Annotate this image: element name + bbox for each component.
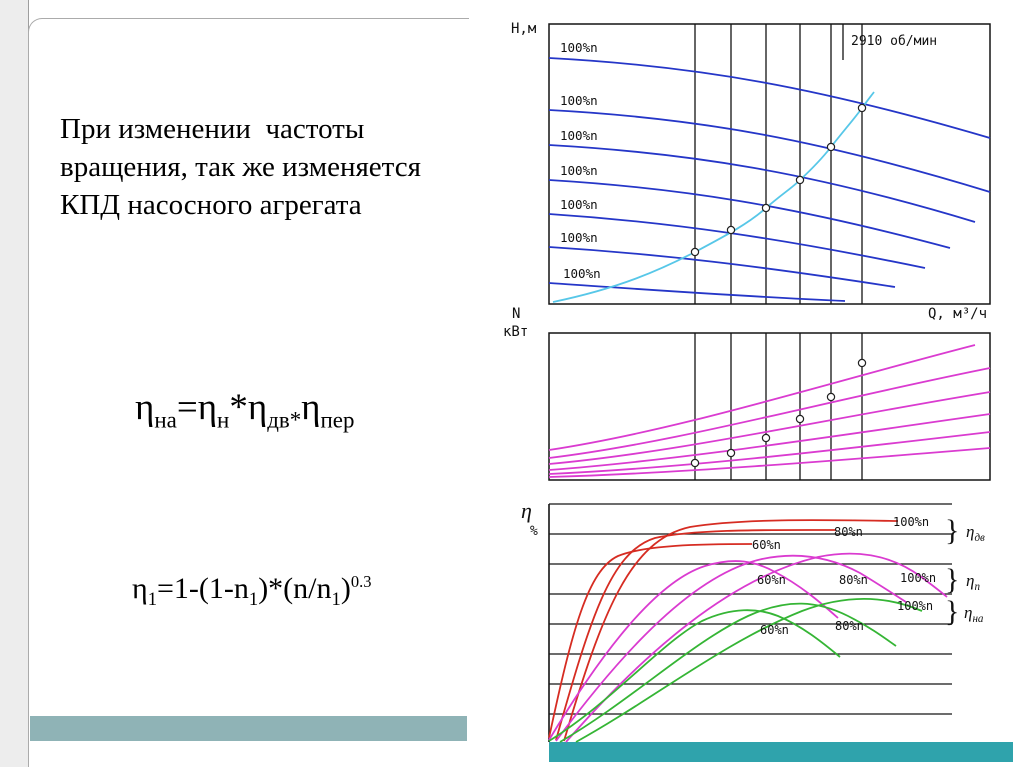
head-capacity-chart-curve-100pn-7 (548, 282, 846, 302)
eff-green-60: 60%n (760, 623, 789, 637)
f2-s3: 1 (331, 589, 341, 610)
eff-green-80: 80%n (835, 619, 864, 633)
text-line-3: КПД насосного агрегата (60, 189, 362, 221)
power-capacity-chart-curve-N-6 (548, 447, 991, 478)
slide-border (28, 18, 469, 767)
efficiency-chart-curve-eta-dv-100 (563, 519, 899, 742)
f2-s2: 1 (248, 589, 259, 610)
f1-p2: =η (176, 387, 218, 428)
eff-group-eta-na: ηна (964, 603, 984, 625)
f1-s3: дв* (267, 407, 302, 433)
f2-p2: =1-(1-n (157, 572, 249, 605)
efficiency-chart-curve-eta-p-60 (548, 560, 839, 741)
head-capacity-chart-curve-100pn-4 (548, 179, 951, 249)
hq-frame (548, 23, 991, 305)
efficiency-chart-curve-eta-na-80 (559, 602, 897, 743)
head-capacity-chart-marker (726, 225, 736, 235)
eff-magenta-100: 100%n (900, 571, 936, 585)
hq-curve-label-6: 100%n (560, 230, 598, 245)
eff-red-80: 80%n (834, 525, 863, 539)
efficiency-chart-curve-eta-na-100 (575, 598, 923, 743)
head-capacity-chart-marker (826, 142, 836, 152)
power-capacity-chart-curve-N-4 (548, 413, 991, 471)
eff-group-eta-p: ηп (966, 571, 980, 593)
head-capacity-chart-marker (761, 203, 771, 213)
f1-s1: на (154, 407, 177, 433)
eff-red-60: 60%n (752, 538, 781, 552)
hq-curve-label-2: 100%n (560, 93, 598, 108)
head-capacity-chart-marker (690, 247, 700, 257)
power-capacity-chart-marker (690, 458, 700, 468)
efficiency-chart: η% 60%n 80%n 100%n 60%n 80%n 100%n 60%n 80%n 100%… (521, 498, 1013, 762)
hq-curve-label-1: 100%n (560, 40, 598, 55)
f1-p4: η (301, 387, 321, 428)
eff-green-100: 100%n (897, 599, 933, 613)
f1-p3: *η (229, 387, 268, 428)
efficiency-chart-curve-eta-p-80 (555, 554, 907, 742)
f1-s2: н (217, 407, 230, 433)
power-capacity-chart-marker (795, 414, 805, 424)
head-capacity-chart: Н,м 2910 об/мин 100%n 100%n 100%n 100%n 100%n 1… (511, 21, 991, 322)
hq-curve-label-3: 100%n (560, 128, 598, 143)
slide-text-block: При изменении частоты вращения, так же и… (60, 110, 530, 224)
brace-eta-p: } (945, 563, 959, 596)
head-capacity-chart-curve-100pn-1 (548, 57, 991, 139)
f2-p3: )*(n/n (258, 572, 332, 605)
head-capacity-chart-curve-100pn-2 (548, 109, 991, 193)
power-capacity-chart-marker (826, 392, 836, 402)
f2-p4: ) (340, 572, 351, 605)
power-capacity-chart-marker (726, 448, 736, 458)
power-ylabel-kwt: кВт (503, 324, 528, 340)
power-capacity-chart-marker (761, 433, 771, 443)
chart-footer-bar (549, 742, 1013, 762)
efficiency-chart-curve-eta-dv-60 (548, 543, 753, 739)
head-capacity-chart-marker (857, 103, 867, 113)
efficiency-chart-curve-eta-dv-80 (555, 529, 837, 741)
efficiency-chart-curve-eta-na-60 (548, 609, 841, 742)
f1-s4: пер (320, 407, 355, 433)
power-capacity-chart-curve-N-5 (548, 431, 991, 475)
eff-group-eta-dv: ηдв (966, 522, 985, 544)
head-capacity-chart-curve-100pn-3 (548, 144, 976, 223)
eff-ylabel-pct: % (530, 524, 538, 539)
hq-curve-label-4: 100%n (560, 163, 598, 178)
f1-p1: η (135, 387, 155, 428)
hq-xlabel: Q, м³/ч (928, 306, 987, 322)
hq-curve-label-7: 100%n (563, 266, 601, 281)
eff-magenta-60: 60%n (757, 573, 786, 587)
power-ylabel-n: N (512, 306, 520, 322)
hq-speed-annotation: 2910 об/мин (851, 34, 937, 49)
text-line-2: вращения, так же изменяется (60, 151, 421, 183)
power-capacity-chart-curve-N-2 (548, 367, 991, 459)
hq-ylabel: Н,м (511, 21, 537, 37)
power-capacity-chart-curve-N-1 (548, 344, 976, 451)
brace-eta-na: } (945, 595, 959, 628)
power-frame (548, 332, 991, 481)
power-capacity-chart-curve-N-3 (548, 391, 991, 465)
efficiency-chart-curve-eta-p-100 (565, 552, 948, 743)
f2-s1: 1 (147, 589, 157, 610)
head-capacity-chart-marker (795, 175, 805, 185)
formula-unit-efficiency: ηна=ηн*ηдв*ηпер (135, 386, 354, 433)
power-capacity-chart-marker (857, 358, 867, 368)
hq-curve-label-5: 100%n (560, 197, 598, 212)
f2-p1: η (132, 572, 148, 605)
bottom-accent-bar (30, 716, 467, 741)
eff-red-100: 100%n (893, 515, 929, 529)
eff-magenta-80: 80%n (839, 573, 868, 587)
brace-eta-dv: } (945, 514, 959, 547)
eff-ylabel-eta: η (521, 498, 532, 523)
head-capacity-chart-curve-100pn-6 (548, 246, 896, 288)
formula-efficiency-recalc: η1=1-(1-n1)*(n/n1)0.3 (132, 572, 371, 611)
f2-sup: 0.3 (350, 572, 372, 591)
text-line-1: При изменении частоты (60, 113, 365, 145)
